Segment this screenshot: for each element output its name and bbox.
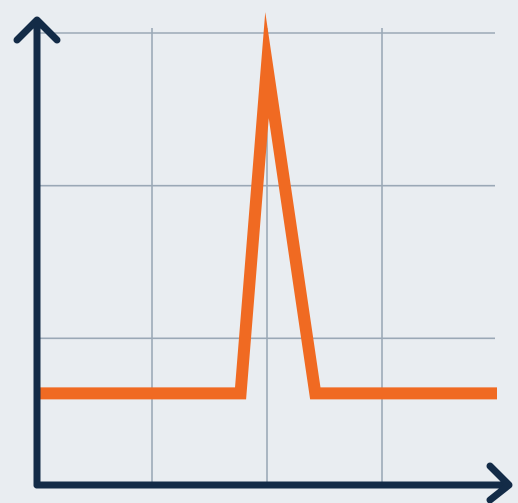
series-line: [37, 12, 497, 400]
y-axis-arrow-icon: [13, 16, 61, 44]
x-axis-arrow-icon: [486, 462, 513, 503]
axes: [13, 16, 513, 503]
series-group: [37, 12, 497, 400]
